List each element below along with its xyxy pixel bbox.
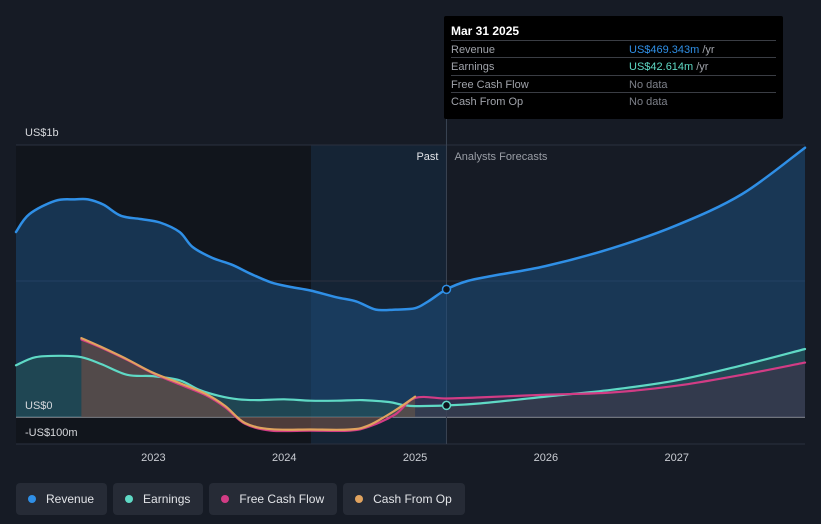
tooltip-row-revenue: Revenue US$469.343m/yr — [451, 40, 776, 58]
tooltip-label: Cash From Op — [451, 96, 524, 108]
cash-from-op-dot-icon — [355, 495, 364, 503]
area-cash-from-op — [81, 338, 416, 430]
tooltip-row-cash-from-op: Cash From Op No data — [451, 92, 776, 110]
tooltip-value: No data — [629, 96, 668, 108]
marker-earnings — [441, 400, 452, 411]
tooltip-row-earnings: Earnings US$42.614m/yr — [451, 57, 776, 75]
revenue-dot-icon — [28, 495, 36, 503]
legend-item-revenue[interactable]: Revenue — [16, 483, 108, 515]
x-tick-label: 2024 — [272, 452, 296, 464]
y-axis-label: US$1b — [25, 127, 59, 139]
y-axis-label: -US$100m — [25, 427, 78, 439]
x-tick-label: 2023 — [141, 452, 165, 464]
tooltip-date: Mar 31 2025 — [451, 24, 520, 38]
tooltip-value: US$469.343m/yr — [629, 44, 715, 56]
series-line-earnings — [14, 347, 807, 408]
legend-label: Cash From Op — [373, 492, 452, 506]
marker-revenue — [441, 284, 452, 295]
x-tick-label: 2026 — [534, 452, 558, 464]
earnings-dot-icon — [125, 495, 134, 503]
legend-label: Free Cash Flow — [239, 492, 325, 506]
tooltip-label: Earnings — [451, 61, 495, 73]
past-label: Past — [416, 151, 438, 163]
forecast-label: Analysts Forecasts — [454, 151, 547, 163]
legend-item-free-cash-flow[interactable]: Free Cash Flow — [209, 483, 338, 515]
tooltip-row-free-cash-flow: Free Cash Flow No data — [451, 75, 776, 93]
series-line-revenue — [14, 146, 807, 312]
area-free-cash-flow — [81, 339, 805, 432]
area-revenue — [16, 147, 805, 417]
chart-canvas: US$1b US$0 -US$100m 2023 2024 2025 2026 2027 Pas… — [14, 96, 807, 464]
x-tick-label: 2025 — [403, 452, 427, 464]
legend-label: Earnings — [143, 492, 191, 506]
tooltip-value: US$42.614m/yr — [629, 61, 709, 73]
legend-item-earnings[interactable]: Earnings — [113, 483, 204, 515]
x-tick-label: 2027 — [665, 452, 689, 464]
series-line-cash-from-op — [80, 337, 417, 431]
legend-item-cash-from-op[interactable]: Cash From Op — [343, 483, 465, 515]
free-cash-flow-dot-icon — [221, 495, 230, 503]
tooltip-label: Revenue — [451, 44, 496, 56]
legend-label: Revenue — [46, 492, 95, 506]
chart-legend: Revenue Earnings Free Cash Flow Cash Fro… — [16, 483, 465, 516]
tooltip-label: Free Cash Flow — [451, 79, 529, 91]
tooltip-panel: Mar 31 2025 Revenue US$469.343m/yr Earni… — [444, 16, 783, 119]
y-axis-label: US$0 — [25, 400, 53, 412]
tooltip-value: No data — [629, 79, 668, 91]
